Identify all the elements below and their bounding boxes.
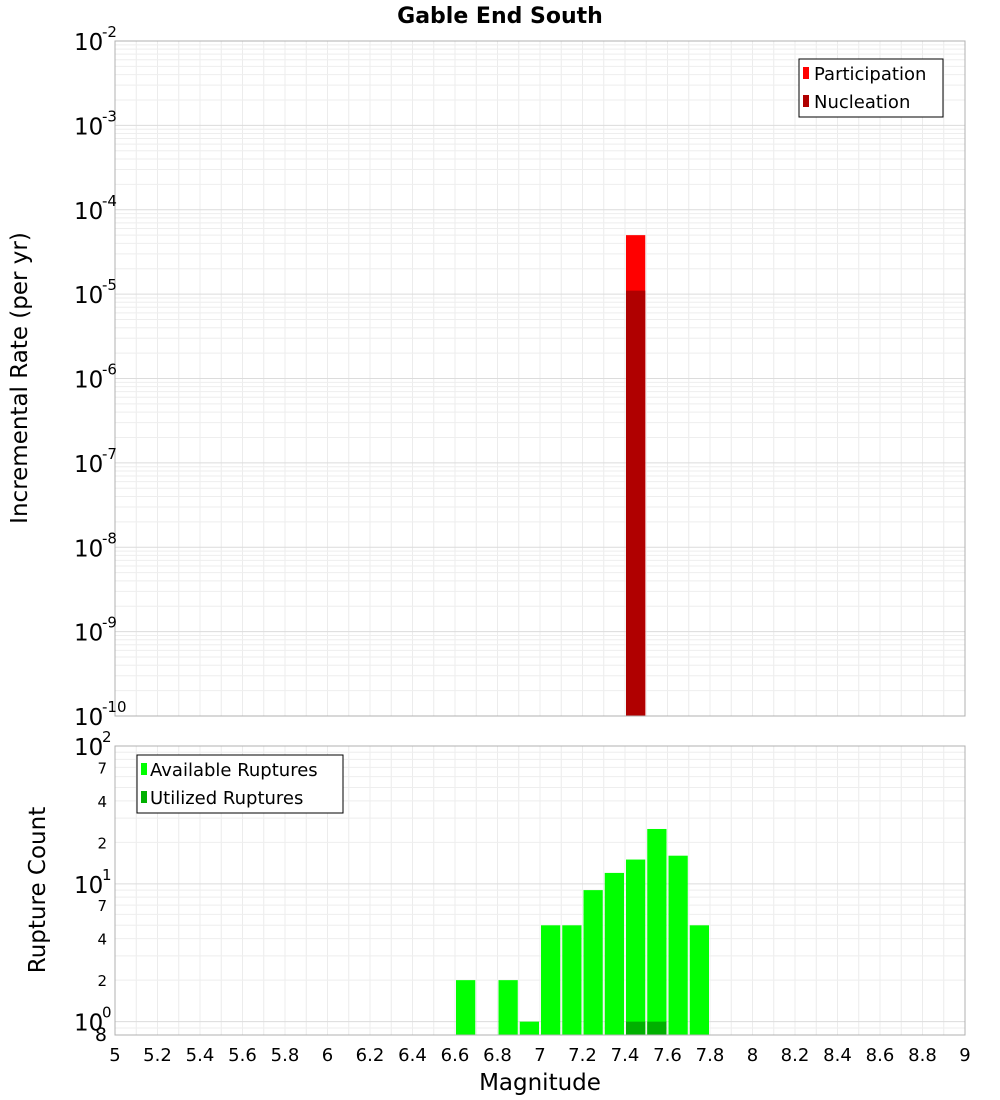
y-minor-tick-label: 4 <box>97 931 107 949</box>
x-tick-label: 5.6 <box>228 1045 257 1066</box>
x-tick-label: 8.8 <box>908 1045 937 1066</box>
y-tick-label: 10 <box>74 30 103 56</box>
x-tick-label: 6.4 <box>398 1045 427 1066</box>
y-tick-exponent: -3 <box>102 107 117 125</box>
y-tick-exponent: -9 <box>102 614 117 632</box>
top-legend: Participation Nucleation <box>798 58 944 118</box>
y-tick-label: 10 <box>74 735 103 761</box>
x-axis-ticks: 5 5.2 5.4 5.6 5.8 6 6.2 6.4 6.6 6.8 7 7.2 7.4 7.6 7.8 8… <box>109 1045 970 1066</box>
x-tick-label: 5.8 <box>271 1045 300 1066</box>
bar-available-ruptures <box>519 1021 539 1035</box>
y-tick-label: 10 <box>74 705 103 731</box>
y-tick-exponent: 2 <box>102 728 112 746</box>
legend-label-nucleation: Nucleation <box>814 92 910 113</box>
top-plot-grid <box>114 40 966 717</box>
y-tick-label: 10 <box>74 368 103 394</box>
bar-available-ruptures <box>626 859 646 1035</box>
x-tick-label: 7.4 <box>611 1045 640 1066</box>
y-tick-exponent: 0 <box>102 1004 112 1022</box>
bar-available-ruptures <box>541 925 561 1035</box>
x-tick-label: 7.8 <box>696 1045 725 1066</box>
y-tick-exponent: 1 <box>102 866 112 884</box>
x-tick-label: 6 <box>322 1045 333 1066</box>
x-tick-label: 8.2 <box>781 1045 810 1066</box>
bar-available-ruptures <box>668 855 688 1035</box>
x-tick-label: 8.4 <box>823 1045 852 1066</box>
y-min-tick-label: 8 <box>95 1024 107 1046</box>
y-tick-exponent: -10 <box>102 698 127 716</box>
bar-utilized-ruptures <box>626 1021 646 1035</box>
y-minor-tick-label: 7 <box>97 897 107 915</box>
y-minor-tick-label: 4 <box>97 793 107 811</box>
bar-nucleation <box>626 290 646 716</box>
bottom-y-axis-label: Rupture Count <box>25 807 51 973</box>
y-tick-label: 10 <box>74 452 103 478</box>
legend-label-available-ruptures: Available Ruptures <box>150 760 318 781</box>
y-tick-label: 10 <box>74 536 103 562</box>
top-legend-box <box>798 58 944 118</box>
bar-available-ruptures <box>647 828 667 1035</box>
chart-title: Gable End South <box>397 4 603 29</box>
y-tick-exponent: -4 <box>102 192 117 210</box>
x-tick-label: 6.2 <box>356 1045 385 1066</box>
y-tick-exponent: -6 <box>102 361 117 379</box>
y-minor-tick-label: 2 <box>97 834 107 852</box>
y-tick-exponent: -7 <box>102 445 117 463</box>
y-tick-exponent: -8 <box>102 529 117 547</box>
x-axis-label: Magnitude <box>479 1070 601 1096</box>
bar-available-ruptures <box>498 980 518 1035</box>
legend-swatch-nucleation <box>803 95 809 107</box>
x-tick-label: 5 <box>109 1045 120 1066</box>
y-minor-tick-label: 7 <box>97 759 107 777</box>
bar-available-ruptures <box>604 872 624 1035</box>
top-plot-frame <box>114 40 966 717</box>
x-tick-label: 7.2 <box>568 1045 597 1066</box>
bar-available-ruptures <box>689 925 709 1035</box>
legend-swatch-participation <box>803 67 809 79</box>
x-tick-label: 6.8 <box>483 1045 512 1066</box>
x-tick-label: 7.6 <box>653 1045 682 1066</box>
y-minor-tick-label: 2 <box>97 972 107 990</box>
y-tick-exponent: -5 <box>102 276 117 294</box>
y-tick-label: 10 <box>74 114 103 140</box>
x-tick-label: 8 <box>747 1045 758 1066</box>
y-tick-label: 10 <box>74 873 103 899</box>
y-tick-label: 10 <box>74 1011 103 1037</box>
x-tick-label: 7 <box>534 1045 545 1066</box>
top-y-axis-label: Incremental Rate (per yr) <box>7 232 33 524</box>
bar-available-ruptures <box>456 980 476 1035</box>
bottom-legend: Available Ruptures Utilized Ruptures <box>136 754 344 814</box>
x-tick-label: 8.6 <box>866 1045 895 1066</box>
bottom-legend-box <box>136 754 344 814</box>
x-tick-label: 5.2 <box>143 1045 172 1066</box>
bottom-plot-frame <box>114 745 966 1036</box>
legend-swatch-available-ruptures <box>141 763 147 775</box>
bar-available-ruptures <box>562 925 582 1035</box>
y-tick-exponent: -2 <box>102 23 117 41</box>
y-tick-label: 10 <box>74 199 103 225</box>
x-tick-label: 6.6 <box>441 1045 470 1066</box>
legend-swatch-utilized-ruptures <box>141 791 147 803</box>
y-tick-label: 10 <box>74 283 103 309</box>
top-plot-bars <box>626 235 646 716</box>
bar-utilized-ruptures <box>647 1021 667 1035</box>
x-tick-label: 9 <box>959 1045 970 1066</box>
x-tick-label: 5.4 <box>186 1045 215 1066</box>
y-tick-label: 10 <box>74 621 103 647</box>
bottom-plot-bars <box>456 828 709 1035</box>
legend-label-participation: Participation <box>814 64 926 85</box>
bar-available-ruptures <box>583 890 603 1035</box>
legend-label-utilized-ruptures: Utilized Ruptures <box>150 788 303 809</box>
